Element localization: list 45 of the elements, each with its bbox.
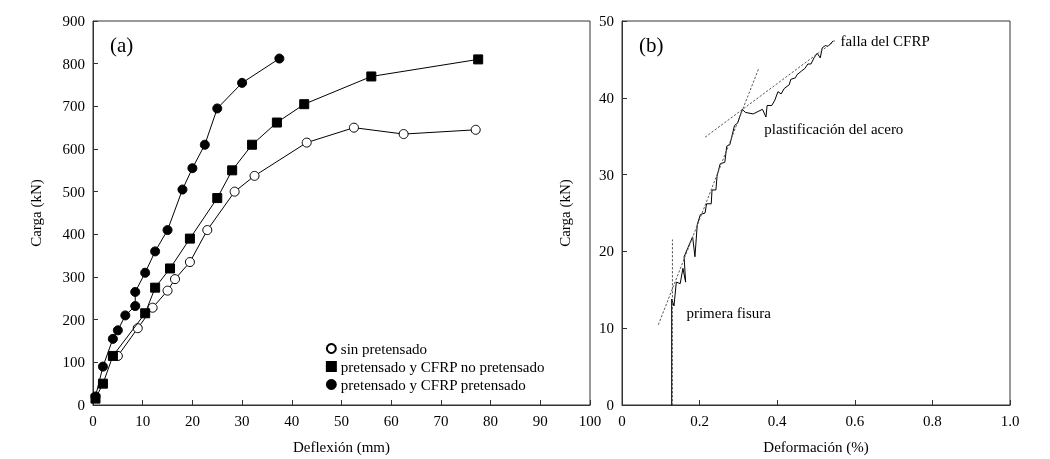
y-tick-label: 200: [62, 311, 85, 328]
y-tick-label: 50: [599, 13, 614, 29]
y-tick-label: 0: [77, 397, 85, 413]
x-tick-label: 90: [532, 412, 548, 429]
x-tick-label: 40: [284, 412, 300, 429]
annotation: falla del CFRP: [840, 32, 930, 49]
x-tick-label: 0: [618, 412, 626, 429]
legend-label: sin pretensado: [340, 340, 428, 357]
y-tick-label: 40: [599, 89, 614, 106]
text: (a): [110, 32, 134, 57]
y-tick-label: 0: [606, 397, 614, 413]
annotation: plastificación del acero: [764, 121, 904, 138]
x-tick-label: 60: [383, 412, 399, 429]
x-tick-label: 1.0: [1000, 412, 1020, 429]
x-tick-label: 10: [135, 412, 151, 429]
x-axis-title: Deflexión (mm): [292, 438, 391, 456]
legend-label: pretensado y CFRP no pretensado: [340, 358, 545, 375]
x-tick-label: 30: [234, 412, 250, 429]
y-tick-label: 20: [599, 243, 614, 260]
y-tick-label: 30: [599, 166, 614, 183]
y-axis-title: Carga (kN): [27, 179, 45, 247]
y-tick-label: 800: [62, 55, 85, 72]
legend-label: pretensado y CFRP pretensado: [340, 376, 526, 393]
y-tick-label: 300: [62, 269, 85, 285]
y-axis-title: Carga (kN): [556, 179, 574, 247]
x-tick-label: 0: [89, 412, 97, 429]
y-tick-label: 400: [62, 226, 85, 243]
y-tick-label: 600: [62, 141, 85, 157]
x-tick-label: 50: [334, 412, 349, 429]
y-tick-label: 900: [62, 13, 85, 29]
y-tick-label: 100: [62, 354, 85, 371]
x-tick-label: 0.4: [767, 412, 788, 429]
x-tick-label: 0.6: [845, 412, 865, 429]
text: (b): [639, 32, 664, 57]
x-axis-title: Deformación (%): [763, 438, 869, 456]
y-tick-label: 500: [62, 183, 85, 200]
x-tick-label: 80: [483, 412, 499, 429]
y-tick-label: 10: [599, 320, 614, 337]
annotation: primera fisura: [686, 305, 772, 322]
y-tick-label: 700: [62, 98, 85, 115]
x-tick-label: 70: [433, 412, 449, 429]
x-tick-label: 0.8: [923, 412, 942, 429]
x-tick-label: 0.2: [690, 412, 709, 429]
x-tick-label: 100: [578, 412, 602, 429]
x-tick-label: 20: [184, 412, 200, 429]
